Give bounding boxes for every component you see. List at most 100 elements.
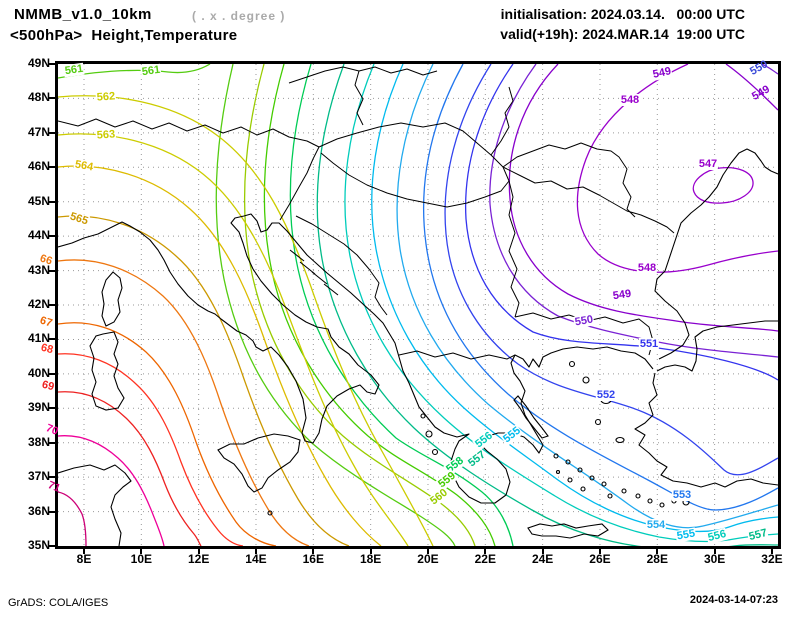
border-serbia: [508, 180, 520, 318]
border-czech: [288, 66, 438, 84]
contour-label-69: 69: [40, 378, 56, 394]
map-plot: 561 561 562 563 564 565 66 67 68 69 70 71 548 549 550 5…: [38, 58, 778, 546]
lon-label: 12E: [187, 552, 210, 566]
border-bulgaria-greece: [514, 312, 654, 356]
lon-tick: [598, 549, 601, 554]
contour-549: [725, 64, 778, 111]
lat-label: 45N: [27, 193, 50, 208]
contour-label-68: 68: [39, 341, 55, 357]
contour-label-548: 548: [636, 262, 658, 274]
coast-europe: [58, 213, 654, 504]
contour-558: [289, 64, 514, 546]
lat-tick: [49, 476, 55, 479]
lat-label: 44N: [27, 228, 50, 243]
contour-554: [396, 64, 778, 529]
contour-562: [58, 95, 434, 546]
contour-550: [489, 64, 778, 358]
lat-tick: [49, 63, 55, 65]
grads-credit: GrADS: COLA/IGES: [8, 597, 109, 609]
lon-label: 18E: [359, 552, 382, 566]
border-romania-ukraine: [502, 142, 636, 218]
lon-tick: [484, 549, 487, 554]
contour-549: [508, 64, 778, 332]
contour-570: [58, 435, 165, 546]
contour-567: [58, 322, 277, 546]
border-macedonia: [398, 350, 516, 360]
lat-label: 47N: [27, 124, 50, 139]
coast-tunisia: [58, 464, 132, 546]
coast-marmara: [656, 320, 778, 372]
init-time: initialisation: 2024.03.14. 00:00 UTC: [500, 6, 745, 22]
lat-tick: [49, 338, 55, 341]
valid-time: valid(+19h): 2024.MAR.14 19:00 UTC: [500, 26, 745, 42]
contour-565: [58, 215, 350, 546]
lon-label: 8E: [76, 552, 92, 566]
contour-550: [761, 64, 778, 75]
lon-tick: [770, 549, 773, 554]
lat-tick: [49, 407, 55, 410]
lat-label: 48N: [27, 90, 50, 105]
contour-label-547: 547: [697, 158, 719, 170]
lat-label: 38N: [27, 434, 50, 449]
lon-tick: [369, 549, 372, 554]
lon-tick: [140, 549, 143, 554]
lon-label: 16E: [302, 552, 324, 566]
island-corsica: [101, 271, 123, 327]
contour-label-563: 563: [95, 128, 117, 142]
lat-tick: [49, 545, 55, 548]
contour-571: [58, 491, 87, 546]
lon-tick: [656, 549, 659, 554]
lon-label: 24E: [531, 552, 554, 566]
field-title: <500hPa> Height,Temperature: [10, 27, 238, 44]
contour-547: [692, 166, 754, 204]
contour-551: [464, 64, 778, 381]
lat-label: 36N: [27, 503, 50, 518]
lon-label: 22E: [474, 552, 496, 566]
lat-label: 39N: [27, 400, 50, 415]
lat-label: 49N: [27, 56, 50, 70]
contour-556: [344, 64, 778, 543]
coast-anatolia: [634, 372, 778, 488]
map-frame: 561 561 562 563 564 565 66 67 68 69 70 71 548 549 550 5…: [38, 58, 781, 549]
lat-tick: [49, 510, 55, 513]
island-crete: [527, 523, 609, 539]
island-sardinia: [89, 331, 125, 411]
contour-label-551: 551: [638, 338, 660, 350]
contour-557: [316, 64, 778, 546]
lon-tick: [541, 549, 544, 554]
contour-553: [422, 64, 778, 511]
lon-label: 30E: [703, 552, 726, 566]
lon-tick: [426, 549, 429, 554]
lat-tick: [49, 372, 55, 375]
lat-label: 42N: [27, 297, 50, 311]
lat-tick: [49, 166, 55, 169]
lon-tick: [713, 549, 716, 554]
lon-label: 26E: [589, 552, 611, 566]
country-borders: [58, 66, 675, 360]
lon-label: 20E: [417, 552, 439, 566]
lat-label: 43N: [27, 262, 50, 277]
grid-lines: [58, 64, 778, 546]
contour-label-554: 554: [645, 519, 667, 531]
contour-label-552: 552: [595, 389, 617, 401]
units-note: ( . x . degree ): [192, 9, 286, 23]
border-slovenia: [279, 146, 320, 221]
contour-559: [263, 64, 496, 546]
lon-tick: [254, 549, 257, 554]
contour-552: [444, 64, 778, 476]
lat-label: 46N: [27, 159, 50, 174]
island-sicily: [217, 433, 301, 493]
model-title: NMMB_v1.0_10km: [14, 6, 152, 23]
lat-label: 41N: [27, 331, 50, 346]
border-bosnia: [295, 215, 388, 316]
map-canvas: [58, 64, 778, 546]
islands-dalmatia: [289, 249, 339, 296]
lat-tick: [49, 441, 55, 444]
lon-label: 10E: [130, 552, 152, 566]
creation-timestamp: 2024-03-14-07:23: [689, 594, 778, 606]
lat-tick: [49, 235, 55, 238]
contour-label-553: 553: [671, 489, 693, 501]
lon-label: 32E: [761, 552, 783, 566]
lat-label: 40N: [27, 365, 50, 380]
contour-561: [58, 64, 211, 79]
